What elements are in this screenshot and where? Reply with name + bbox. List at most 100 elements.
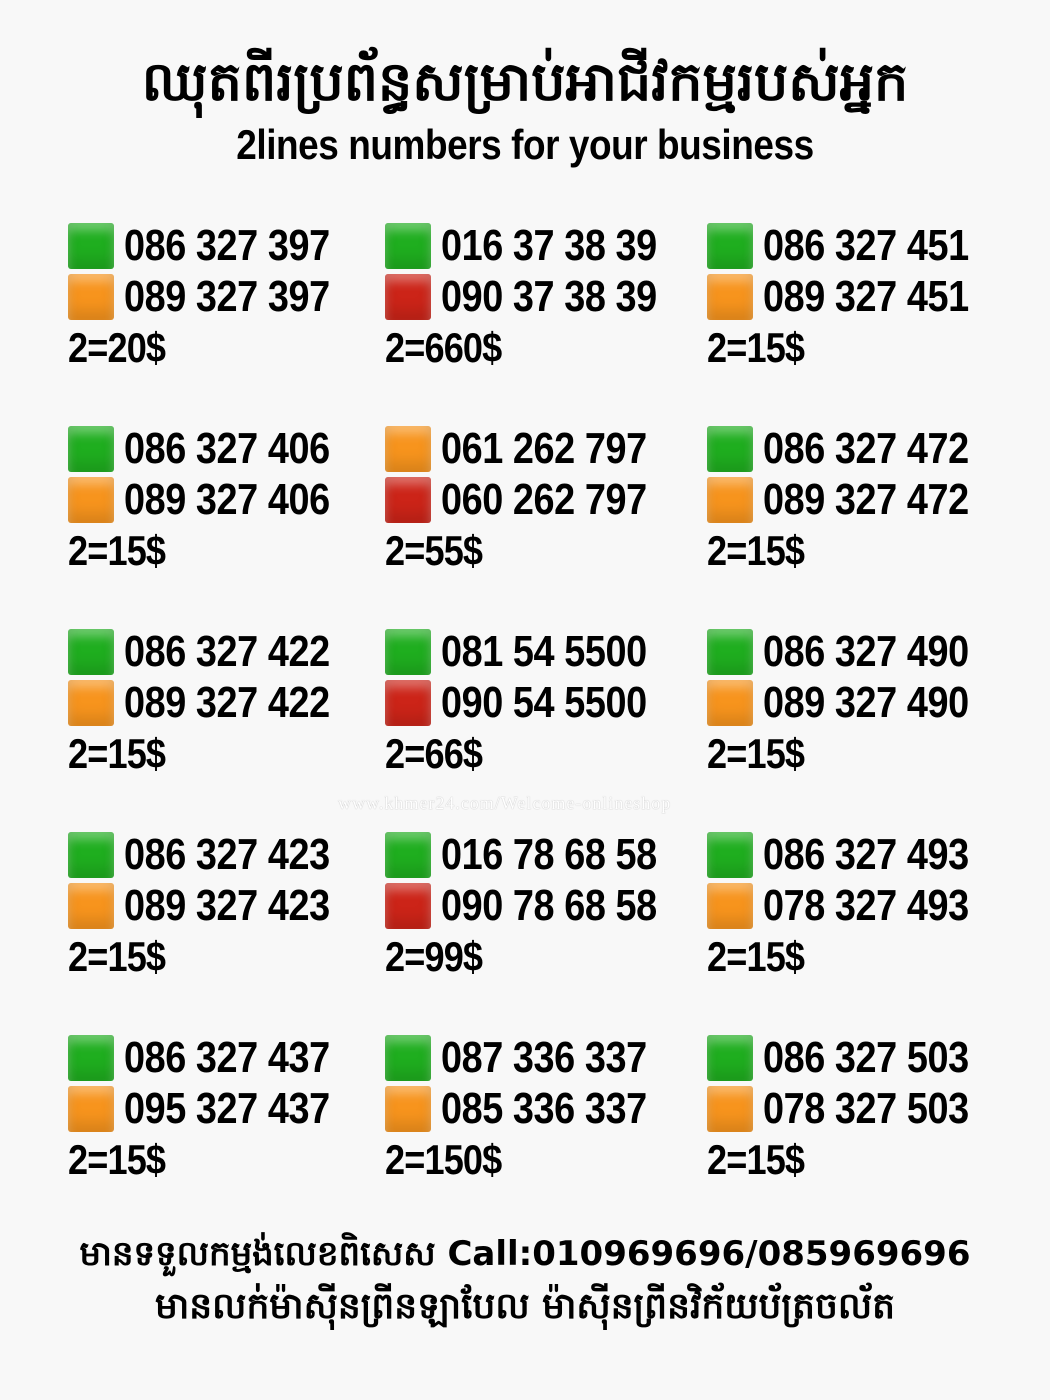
price: 2=15$ xyxy=(707,527,805,574)
red-square-icon xyxy=(385,679,431,726)
number-set-card: 087 336 337 085 336 337 2=150$ xyxy=(385,1032,707,1189)
phone-line: 086 327 437 xyxy=(68,1032,385,1083)
phone-number: 089 327 451 xyxy=(763,272,969,321)
phone-number: 089 327 422 xyxy=(124,678,330,727)
phone-number: 089 327 406 xyxy=(124,475,330,524)
number-set-card: 016 78 68 58 090 78 68 58 2=99$ xyxy=(385,829,707,986)
phone-line: 078 327 493 xyxy=(707,880,1007,931)
phone-line: 061 262 797 xyxy=(385,423,707,474)
price: 2=66$ xyxy=(385,730,483,777)
price: 2=20$ xyxy=(68,324,166,371)
phone-number: 086 327 490 xyxy=(763,627,969,676)
phone-number: 086 327 472 xyxy=(763,424,969,473)
number-set-card: 086 327 397 089 327 397 2=20$ xyxy=(68,220,385,377)
phone-number: 086 327 422 xyxy=(124,627,330,676)
price: 2=55$ xyxy=(385,527,483,574)
green-square-icon xyxy=(385,628,431,675)
price: 2=660$ xyxy=(385,324,502,371)
phone-number: 081 54 5500 xyxy=(441,627,647,676)
phone-line: 089 327 490 xyxy=(707,677,1007,728)
phone-number: 090 54 5500 xyxy=(441,678,647,727)
number-set-card: 061 262 797 060 262 797 2=55$ xyxy=(385,423,707,580)
number-set-card: 086 327 423 089 327 423 2=15$ xyxy=(68,829,385,986)
price: 2=15$ xyxy=(68,730,166,777)
green-square-icon xyxy=(68,628,114,675)
phone-number: 087 336 337 xyxy=(441,1033,647,1082)
orange-square-icon xyxy=(385,1085,431,1132)
price: 2=15$ xyxy=(707,730,805,777)
phone-line: 085 336 337 xyxy=(385,1083,707,1134)
phone-line: 089 327 422 xyxy=(68,677,385,728)
orange-square-icon xyxy=(707,273,753,320)
green-square-icon xyxy=(68,1034,114,1081)
phone-line: 086 327 490 xyxy=(707,626,1007,677)
phone-number: 078 327 503 xyxy=(763,1084,969,1133)
phone-number: 085 336 337 xyxy=(441,1084,647,1133)
title-khmer: ឈុតពីរប្រព័ន្ធសម្រាប់អាជីវកម្មរបស់អ្នក xyxy=(141,50,909,113)
phone-number: 086 327 437 xyxy=(124,1033,330,1082)
phone-number: 095 327 437 xyxy=(124,1084,330,1133)
phone-number: 086 327 423 xyxy=(124,830,330,879)
phone-number: 061 262 797 xyxy=(441,424,647,473)
green-square-icon xyxy=(707,425,753,472)
price: 2=150$ xyxy=(385,1136,502,1183)
number-set-card: 086 327 503 078 327 503 2=15$ xyxy=(707,1032,1007,1189)
green-square-icon xyxy=(68,222,114,269)
green-square-icon xyxy=(385,1034,431,1081)
phone-number: 090 37 38 39 xyxy=(441,272,657,321)
orange-square-icon xyxy=(707,679,753,726)
orange-square-icon xyxy=(707,476,753,523)
phone-line: 087 336 337 xyxy=(385,1032,707,1083)
green-square-icon xyxy=(707,831,753,878)
watermark: www.khmer24.com/Welcome-onlineshop xyxy=(338,793,672,813)
orange-square-icon xyxy=(68,1085,114,1132)
price: 2=15$ xyxy=(68,933,166,980)
phone-number: 078 327 493 xyxy=(763,881,969,930)
phone-line: 086 327 422 xyxy=(68,626,385,677)
phone-line: 089 327 406 xyxy=(68,474,385,525)
green-square-icon xyxy=(385,222,431,269)
number-set-card: 086 327 406 089 327 406 2=15$ xyxy=(68,423,385,580)
red-square-icon xyxy=(385,273,431,320)
green-square-icon xyxy=(385,831,431,878)
footer-products: មានលក់ម៉ាស៊ីនព្រីនឡាបែល ម៉ាស៊ីនព្រីនវិក័… xyxy=(155,1286,895,1327)
phone-line: 078 327 503 xyxy=(707,1083,1007,1134)
number-set-card: 086 327 451 089 327 451 2=15$ xyxy=(707,220,1007,377)
title-english: 2lines numbers for your business xyxy=(236,121,814,168)
phone-line: 086 327 397 xyxy=(68,220,385,271)
number-set-card: 086 327 422 089 327 422 2=15$ xyxy=(68,626,385,783)
orange-square-icon xyxy=(707,1085,753,1132)
phone-number: 016 78 68 58 xyxy=(441,830,657,879)
price: 2=15$ xyxy=(707,933,805,980)
orange-square-icon xyxy=(68,476,114,523)
green-square-icon xyxy=(68,831,114,878)
number-set-card: 086 327 490 089 327 490 2=15$ xyxy=(707,626,1007,783)
phone-line: 089 327 472 xyxy=(707,474,1007,525)
phone-line: 086 327 472 xyxy=(707,423,1007,474)
price: 2=15$ xyxy=(707,324,805,371)
phone-number: 086 327 503 xyxy=(763,1033,969,1082)
phone-number: 089 327 490 xyxy=(763,678,969,727)
phone-line: 086 327 503 xyxy=(707,1032,1007,1083)
phone-line: 090 78 68 58 xyxy=(385,880,707,931)
red-square-icon xyxy=(385,882,431,929)
phone-number: 086 327 406 xyxy=(124,424,330,473)
phone-number: 090 78 68 58 xyxy=(441,881,657,930)
phone-line: 016 37 38 39 xyxy=(385,220,707,271)
phone-number: 060 262 797 xyxy=(441,475,647,524)
phone-number: 086 327 493 xyxy=(763,830,969,879)
green-square-icon xyxy=(707,1034,753,1081)
green-square-icon xyxy=(68,425,114,472)
phone-line: 089 327 397 xyxy=(68,271,385,322)
phone-line: 060 262 797 xyxy=(385,474,707,525)
orange-square-icon xyxy=(68,679,114,726)
price: 2=99$ xyxy=(385,933,483,980)
green-square-icon xyxy=(707,222,753,269)
phone-line: 095 327 437 xyxy=(68,1083,385,1134)
number-set-card: 016 37 38 39 090 37 38 39 2=660$ xyxy=(385,220,707,377)
phone-line: 081 54 5500 xyxy=(385,626,707,677)
orange-square-icon xyxy=(707,882,753,929)
number-set-card: 086 327 472 089 327 472 2=15$ xyxy=(707,423,1007,580)
phone-line: 086 327 493 xyxy=(707,829,1007,880)
